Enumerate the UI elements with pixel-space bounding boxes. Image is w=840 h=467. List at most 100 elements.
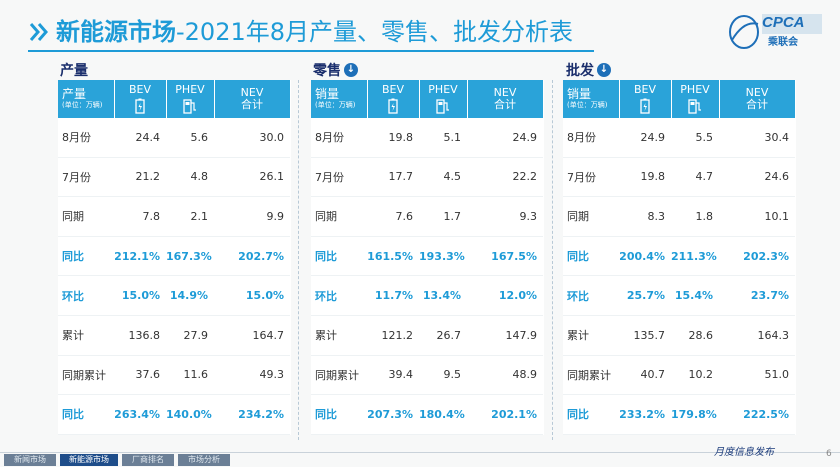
- section-label-text: 零售: [313, 63, 341, 79]
- table-row: 累计 135.7 28.6 164.3: [563, 315, 795, 356]
- table-row: 累计 136.8 27.9 164.7: [58, 315, 290, 356]
- phev-value: 167.3%: [166, 236, 214, 277]
- phev-value: 4.8: [166, 157, 214, 198]
- nev-value: 234.2%: [214, 394, 290, 435]
- row-header-label: 销量: [567, 87, 592, 101]
- bev-value: 19.8: [619, 157, 671, 198]
- phev-header-label: PHEV: [680, 83, 710, 96]
- production-table: 产量 (单位：万辆) BEV PHEV NEV 合计 8月份 24.4 5.6 30.…: [58, 80, 291, 435]
- nev-header: NEV 合计: [467, 80, 544, 118]
- nev-header-top: NEV: [745, 86, 769, 99]
- phev-value: 5.1: [419, 118, 467, 158]
- nev-value: 9.9: [214, 196, 290, 237]
- table-row: 同期累计 40.7 10.2 51.0: [563, 355, 795, 396]
- nev-value: 22.2: [467, 157, 543, 198]
- section-label-text: 产量: [60, 63, 88, 79]
- phev-value: 1.8: [671, 196, 719, 237]
- row-label: 同期: [58, 196, 114, 237]
- footer-tab-news[interactable]: 新闻市场: [4, 454, 56, 466]
- table-row: 同比 233.2% 179.8% 222.5%: [563, 394, 795, 435]
- row-header-cell: 销量 (单位：万辆): [311, 80, 368, 118]
- bev-value: 135.7: [619, 315, 671, 356]
- unit-label: (单位：万辆): [62, 101, 103, 109]
- nev-header-bottom: 合计: [241, 98, 263, 111]
- row-label: 7月份: [563, 157, 619, 198]
- bev-value: 11.7%: [367, 275, 419, 316]
- row-label: 同期累计: [311, 355, 367, 396]
- bev-value: 263.4%: [114, 394, 166, 435]
- nev-header: NEV 合计: [214, 80, 291, 118]
- double-chevron-icon: [29, 23, 48, 41]
- phev-header-label: PHEV: [175, 83, 205, 96]
- section-label-retail: 零售 ↓: [313, 60, 358, 80]
- bev-value: 200.4%: [619, 236, 671, 277]
- row-label: 8月份: [311, 118, 367, 158]
- logo-text: CPCA: [762, 14, 805, 31]
- footer-tab-analysis[interactable]: 市场分析: [178, 454, 230, 466]
- bev-header-label: BEV: [128, 83, 152, 96]
- logo-subtitle: 乘联会: [768, 37, 798, 48]
- row-label: 同期累计: [58, 355, 114, 396]
- nev-value: 12.0%: [467, 275, 543, 316]
- table-header-row: 销量 (单位：万辆) BEV PHEV NEV 合计: [563, 80, 796, 118]
- unit-label: (单位：万辆): [315, 101, 356, 109]
- table-row: 累计 121.2 26.7 147.9: [311, 315, 543, 356]
- nev-header-top: NEV: [240, 86, 264, 99]
- table-row: 同期累计 39.4 9.5 48.9: [311, 355, 543, 396]
- footer-tab-ranking[interactable]: 厂商排名: [122, 454, 174, 466]
- retail-table-body: 8月份 19.8 5.1 24.9 7月份 17.7 4.5 22.2 同期 7.6 1.7 9.3 同…: [311, 118, 543, 435]
- table-row: 同期 7.6 1.7 9.3: [311, 196, 543, 237]
- phev-value: 193.3%: [419, 236, 467, 277]
- bev-value: 19.8: [367, 118, 419, 158]
- table-row: 环比 15.0% 14.9% 15.0%: [58, 275, 290, 316]
- row-label: 同期: [311, 196, 367, 237]
- bev-value: 17.7: [367, 157, 419, 198]
- nev-value: 30.4: [719, 118, 795, 158]
- table-header-row: 产量 (单位：万辆) BEV PHEV NEV 合计: [58, 80, 291, 118]
- wholesale-table-body: 8月份 24.9 5.5 30.4 7月份 19.8 4.7 24.6 同期 8.3 1.8 10.1…: [563, 118, 795, 435]
- nev-header: NEV 合计: [719, 80, 796, 118]
- footer-note: 月度信息发布: [714, 447, 774, 458]
- row-label: 环比: [311, 275, 367, 316]
- row-label: 7月份: [58, 157, 114, 198]
- phev-header: PHEV: [671, 80, 720, 118]
- phev-value: 4.7: [671, 157, 719, 198]
- row-label: 环比: [58, 275, 114, 316]
- phev-value: 211.3%: [671, 236, 719, 277]
- bev-value: 25.7%: [619, 275, 671, 316]
- table-row: 同期累计 37.6 11.6 49.3: [58, 355, 290, 396]
- phev-value: 179.8%: [671, 394, 719, 435]
- nev-value: 10.1: [719, 196, 795, 237]
- table-row: 7月份 19.8 4.7 24.6: [563, 157, 795, 198]
- table-row: 8月份 24.9 5.5 30.4: [563, 118, 795, 158]
- bev-header-label: BEV: [633, 83, 657, 96]
- wholesale-table: 销量 (单位：万辆) BEV PHEV NEV 合计 8月份 24.9 5.5 30.…: [563, 80, 796, 435]
- retail-table: 销量 (单位：万辆) BEV PHEV NEV 合计 8月份 19.8 5.1 24.…: [311, 80, 544, 435]
- section-divider: [552, 80, 553, 440]
- phev-value: 14.9%: [166, 275, 214, 316]
- bev-value: 24.9: [619, 118, 671, 158]
- row-label: 8月份: [58, 118, 114, 158]
- row-label: 累计: [58, 315, 114, 356]
- table-row: 同比 161.5% 193.3% 167.5%: [311, 236, 543, 277]
- nev-header-bottom: 合计: [746, 98, 768, 111]
- nev-value: 202.7%: [214, 236, 290, 277]
- fuel-pump-icon: [436, 99, 449, 114]
- table-header-row: 销量 (单位：万辆) BEV PHEV NEV 合计: [311, 80, 544, 118]
- row-label: 累计: [563, 315, 619, 356]
- row-label: 8月份: [563, 118, 619, 158]
- nev-value: 24.9: [467, 118, 543, 158]
- row-label: 同期累计: [563, 355, 619, 396]
- phev-value: 180.4%: [419, 394, 467, 435]
- row-header-cell: 销量 (单位：万辆): [563, 80, 620, 118]
- bev-header-label: BEV: [381, 83, 405, 96]
- bev-value: 37.6: [114, 355, 166, 396]
- bev-header: BEV: [619, 80, 672, 118]
- bev-value: 7.8: [114, 196, 166, 237]
- table-row: 同比 200.4% 211.3% 202.3%: [563, 236, 795, 277]
- footer-tab-nev[interactable]: 新能源市场: [60, 454, 118, 466]
- page-title: 新能源市场-2021年8月产量、零售、批发分析表: [56, 18, 573, 46]
- footer-divider: [0, 452, 840, 453]
- unit-label: (单位：万辆): [567, 101, 608, 109]
- table-row: 同期 7.8 2.1 9.9: [58, 196, 290, 237]
